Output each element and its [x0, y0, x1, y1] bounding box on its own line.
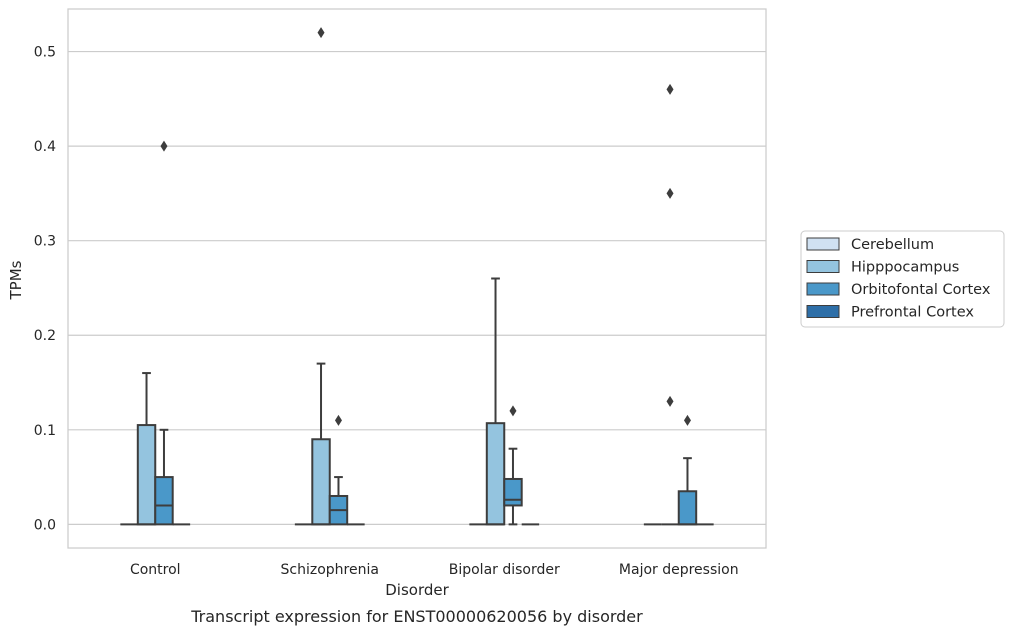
- x-axis-ticks: Control Schizophrenia Bipolar disorder Majo…: [130, 562, 739, 578]
- legend-label: Hipppocampus: [851, 260, 959, 276]
- y-tick-label: 0.1: [34, 423, 56, 439]
- gridlines: [68, 50, 766, 525]
- x-axis-title: Disorder: [385, 581, 449, 599]
- plot-frame: [67, 8, 767, 549]
- y-tick-label: 0.2: [34, 328, 56, 344]
- y-axis-ticks: 0.0 0.1 0.2 0.3 0.4 0.5: [34, 45, 56, 534]
- x-tick-label: Schizophrenia: [281, 562, 379, 578]
- legend-swatch: [806, 260, 840, 273]
- box-body: [311, 438, 331, 526]
- y-tick-label: 0.5: [34, 45, 56, 61]
- box-body: [485, 422, 506, 526]
- box-orbitofontal-cortex: [503, 405, 523, 526]
- box-hipppocampus: [311, 27, 331, 526]
- legend-label: Prefrontal Cortex: [851, 305, 974, 321]
- y-axis-title: TPMs: [7, 260, 25, 300]
- box-hipppocampus: [136, 372, 157, 526]
- outlier-point: [509, 405, 517, 417]
- y-tick-label: 0.0: [34, 517, 56, 533]
- box-body: [503, 477, 523, 507]
- outlier-point: [334, 414, 342, 426]
- box-body: [677, 490, 698, 526]
- y-tick-label: 0.4: [34, 139, 56, 155]
- box-body: [154, 476, 174, 526]
- box-plot-series: [120, 27, 714, 526]
- outlier-point: [317, 27, 325, 39]
- legend-swatch: [806, 305, 840, 318]
- x-tick-label: Control: [130, 562, 181, 578]
- legend-swatch: [806, 282, 840, 296]
- legend-swatch: [806, 237, 840, 251]
- outlier-point: [666, 187, 674, 199]
- chart-caption: Transcript expression for ENST0000062005…: [190, 607, 643, 626]
- legend: Cerebellum Hipppocampus Orbitofontal Corte…: [800, 230, 1005, 328]
- y-tick-label: 0.3: [34, 234, 56, 250]
- box-orbitofontal-cortex: [154, 140, 174, 526]
- legend-label: Cerebellum: [851, 237, 934, 253]
- box-hipppocampus: [661, 83, 679, 526]
- x-tick-label: Major depression: [619, 562, 739, 578]
- box-hipppocampus: [485, 277, 506, 526]
- legend-label: Orbitofontal Cortex: [851, 282, 991, 298]
- outlier-point: [683, 414, 691, 426]
- box-body: [136, 424, 157, 526]
- outlier-point: [666, 395, 674, 407]
- x-tick-label: Bipolar disorder: [449, 562, 560, 578]
- legend-frame: [800, 230, 1005, 328]
- box-orbitofontal-cortex: [677, 414, 698, 526]
- box-orbitofontal-cortex: [328, 414, 349, 526]
- outlier-point: [666, 83, 674, 95]
- outlier-point: [160, 140, 168, 152]
